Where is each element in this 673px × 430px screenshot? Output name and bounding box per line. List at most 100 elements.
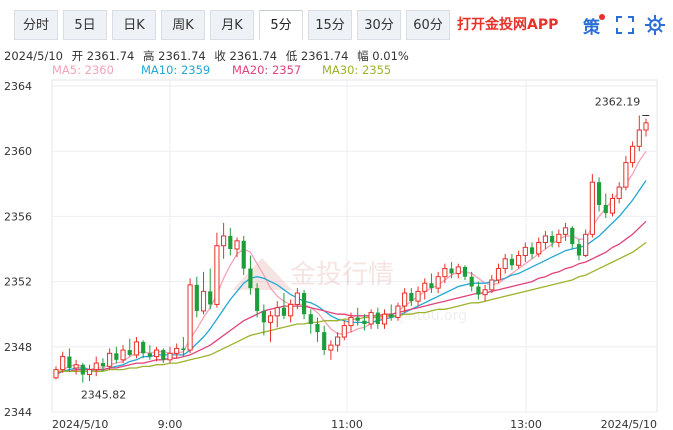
candle (107, 348, 113, 370)
tab-daily-k[interactable]: 日K (112, 10, 156, 40)
candle-body (255, 288, 260, 311)
candle (53, 366, 59, 380)
fullscreen-icon[interactable] (612, 12, 638, 38)
candle (643, 118, 649, 137)
candle (93, 356, 99, 377)
x-tick-label: 13:00 (510, 418, 542, 430)
candle (86, 364, 93, 382)
candle (100, 358, 106, 372)
candle (536, 237, 542, 258)
candle-body (435, 276, 441, 289)
candle-body (73, 364, 79, 369)
candle-body (643, 122, 649, 131)
candle (267, 310, 274, 342)
candle-body (368, 312, 374, 325)
candle (381, 309, 388, 329)
info-open: 开 2361.74 (71, 49, 135, 63)
candle (114, 346, 119, 364)
tab-monthly-k[interactable]: 月K (210, 10, 254, 40)
candle-body (348, 316, 354, 327)
candle-body (187, 284, 193, 351)
tab-60min[interactable]: 60分 (406, 10, 450, 40)
candle (570, 226, 575, 249)
candle-body (469, 276, 474, 287)
candle-body (375, 312, 380, 324)
candle-body (93, 362, 99, 371)
candle (596, 177, 602, 212)
candle (147, 345, 152, 360)
candle-body (389, 314, 394, 318)
candle-body (522, 246, 528, 257)
tab-timeshare[interactable]: 分时 (14, 10, 58, 40)
candle-body (516, 255, 522, 266)
open-app-link[interactable]: 打开金投网APP (457, 17, 559, 33)
candle (482, 284, 488, 302)
candle (248, 255, 253, 295)
candle-body (550, 235, 555, 243)
candle-body (53, 369, 59, 379)
candle (502, 253, 508, 274)
x-tick-label: 11:00 (331, 418, 363, 430)
candle-body (267, 315, 274, 323)
tab-weekly-k[interactable]: 周K (161, 10, 205, 40)
watermark-mountain-icon (232, 258, 292, 290)
info-high: 高 2361.74 (143, 49, 206, 63)
candle-body (509, 258, 514, 266)
candle-body (60, 356, 66, 371)
candle (469, 271, 474, 292)
tab-15min[interactable]: 15分 (308, 10, 352, 40)
candle (489, 275, 495, 294)
candle (603, 193, 608, 219)
candle-body (335, 336, 341, 346)
candle (308, 309, 313, 334)
candle (153, 346, 160, 362)
candle (455, 263, 461, 279)
candle (328, 340, 334, 360)
candle (415, 286, 421, 307)
candle (636, 115, 642, 152)
candle (550, 231, 555, 248)
candle (228, 227, 233, 256)
candle (348, 312, 354, 333)
tab-5min[interactable]: 5分 (259, 10, 303, 40)
candle-body (355, 317, 360, 321)
candle-body (609, 197, 616, 214)
legend-ma20: MA20: 2357 (232, 63, 302, 77)
candle (181, 337, 186, 357)
candle-body (174, 347, 180, 354)
strategy-icon[interactable]: 策 (580, 12, 606, 38)
notification-dot-icon (599, 14, 605, 20)
candle-body (482, 289, 488, 296)
candle-body (489, 279, 495, 291)
candle-body (536, 241, 542, 255)
tab-5day[interactable]: 5日 (63, 10, 107, 40)
x-tick-label: 2024/5/10 (52, 418, 108, 430)
candle (495, 263, 502, 284)
tab-30min[interactable]: 30分 (357, 10, 401, 40)
candle-body (576, 244, 582, 256)
candle (80, 363, 85, 383)
candle (589, 174, 595, 238)
candle-body (274, 307, 280, 317)
candle (301, 289, 307, 320)
candle-body (616, 186, 622, 199)
candle-body (623, 162, 629, 188)
info-low: 低 2361.74 (285, 49, 349, 63)
candle-body (409, 293, 414, 302)
candle (576, 239, 582, 261)
candle-body (261, 310, 266, 323)
period-tab-bar: 分时 5日 日K 周K 月K 5分 15分 30分 60分 打开金投网APP 策 (0, 10, 673, 42)
candle-body (221, 235, 227, 247)
candle-body (322, 332, 327, 351)
candle (255, 283, 260, 318)
candle (174, 343, 180, 359)
settings-icon[interactable] (642, 12, 668, 38)
candle-body (67, 356, 72, 368)
candle (187, 278, 193, 354)
chart-grid (51, 79, 658, 413)
candle-body (86, 369, 93, 376)
candle-body (429, 283, 434, 289)
candle (516, 250, 522, 269)
candle (208, 268, 213, 310)
